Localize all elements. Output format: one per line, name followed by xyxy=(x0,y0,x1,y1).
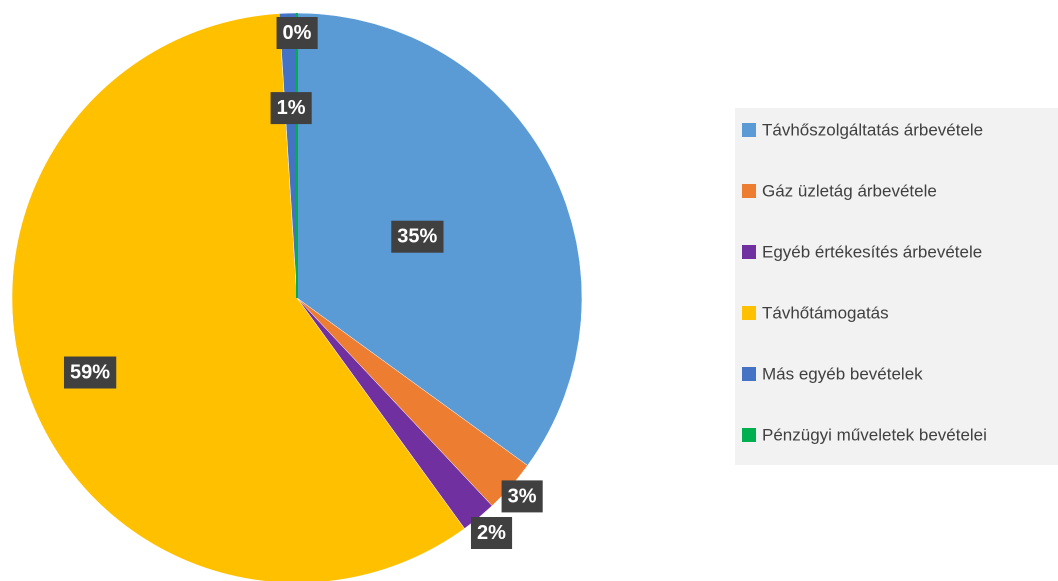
legend-marker xyxy=(742,184,756,198)
legend-label: Pénzügyi műveletek bevételei xyxy=(762,426,987,445)
data-label-bg xyxy=(470,517,513,550)
legend-label: Más egyéb bevételek xyxy=(762,365,923,384)
data-label-text: 1% xyxy=(277,97,306,119)
data-label-text: 35% xyxy=(397,226,437,248)
legend-label: Távhőszolgáltatás árbevétele xyxy=(762,121,983,140)
legend-marker xyxy=(742,428,756,442)
legend-label: Gáz üzletág árbevétele xyxy=(762,182,937,201)
data-label: 0% xyxy=(276,17,318,49)
data-label-bg xyxy=(63,356,117,389)
data-label: 35% xyxy=(391,220,444,253)
pie-slice xyxy=(11,13,465,581)
data-label-bg xyxy=(276,17,318,49)
data-label: 1% xyxy=(270,92,312,125)
legend-label: Egyéb értékesítés árbevétele xyxy=(762,243,982,262)
data-label-bg xyxy=(391,220,444,253)
legend-box xyxy=(735,108,1058,465)
data-label-text: 0% xyxy=(283,22,312,44)
legend-marker xyxy=(742,123,756,137)
data-label-bg xyxy=(270,92,312,125)
legend-marker xyxy=(742,367,756,381)
legend-label: Távhőtámogatás xyxy=(762,304,889,323)
data-label-text: 2% xyxy=(477,522,506,544)
data-label-text: 59% xyxy=(70,362,110,384)
data-label: 59% xyxy=(63,356,117,389)
data-label-bg xyxy=(501,480,543,513)
legend-marker xyxy=(742,245,756,259)
data-label: 2% xyxy=(470,517,513,550)
legend-marker xyxy=(742,306,756,320)
data-label: 3% xyxy=(501,480,543,513)
data-label-text: 3% xyxy=(508,485,537,507)
